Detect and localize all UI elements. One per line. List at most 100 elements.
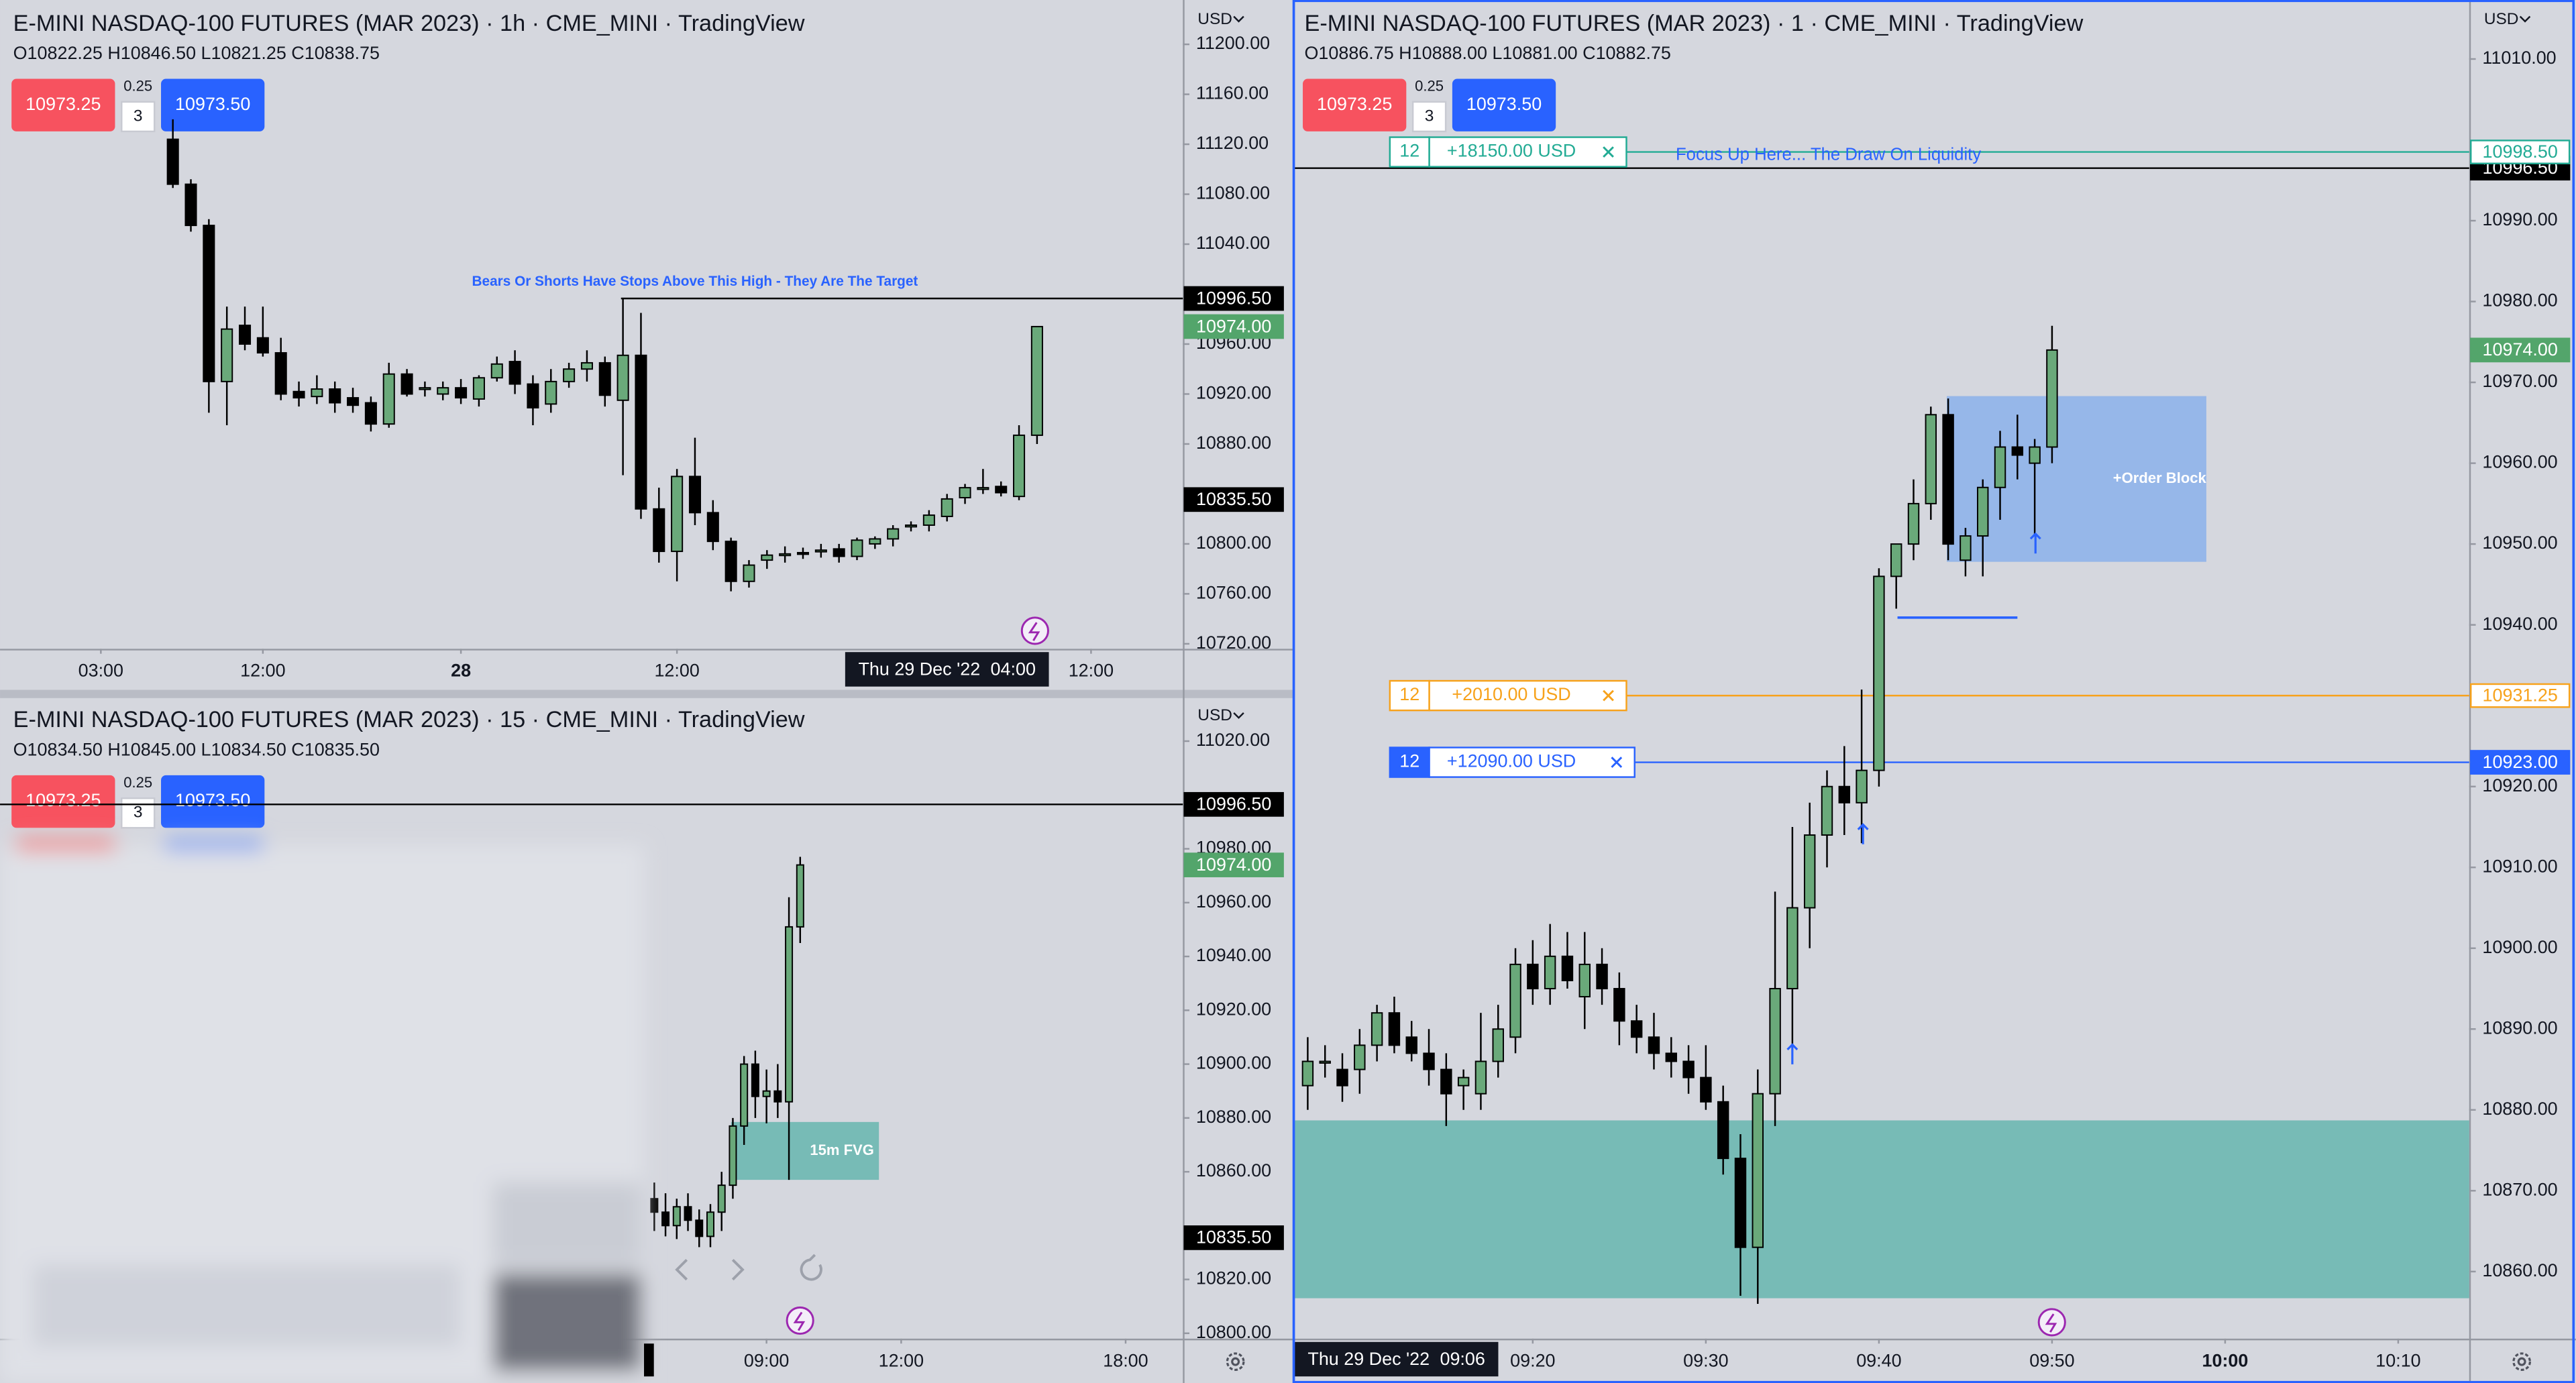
price-tag bbox=[1183, 791, 1284, 817]
event-icon[interactable] bbox=[2037, 1308, 2066, 1337]
y-tick-label: 11080.00 bbox=[1196, 183, 1270, 203]
x-tick-label: 09:50 bbox=[2029, 1350, 2074, 1370]
nav-buttons[interactable] bbox=[675, 1254, 822, 1281]
bid-price: 10973.25 bbox=[25, 790, 101, 810]
candle-body bbox=[653, 508, 665, 553]
y-tick-label: 10860.00 bbox=[2482, 1260, 2557, 1280]
quantity-box[interactable] bbox=[121, 101, 156, 133]
nav-back[interactable] bbox=[675, 1258, 688, 1281]
price-tag bbox=[2470, 140, 2571, 164]
sell-button[interactable] bbox=[11, 78, 115, 131]
candle-body bbox=[1474, 1060, 1487, 1095]
order-close[interactable] bbox=[1603, 146, 1614, 158]
candle-body bbox=[672, 1206, 681, 1227]
y-tick-label: 11010.00 bbox=[2482, 48, 2556, 68]
y-tick-label: 10820.00 bbox=[1196, 1268, 1271, 1288]
zone-label: 15m FVG bbox=[810, 1142, 874, 1158]
candle-body bbox=[508, 361, 521, 385]
crosshair-date: Thu 29 Dec '22 bbox=[1307, 1349, 1430, 1369]
candle-body bbox=[1578, 963, 1591, 998]
price-tag bbox=[1183, 1225, 1284, 1250]
ask-price: 10973.50 bbox=[175, 790, 250, 810]
price-tag-label: 10996.50 bbox=[1196, 288, 1271, 308]
candle-body bbox=[400, 373, 413, 395]
candle-body bbox=[762, 1090, 771, 1097]
x-tick-label: 10:10 bbox=[2375, 1350, 2420, 1370]
quantity-box[interactable] bbox=[121, 797, 156, 829]
level-note: Bears Or Shorts Have Stops Above This Hi… bbox=[472, 274, 918, 289]
candle-body bbox=[1388, 1012, 1401, 1046]
arrow bbox=[1857, 823, 1869, 844]
order-pnl: +18150.00 USD bbox=[1447, 141, 1576, 161]
blurred-region bbox=[0, 837, 645, 1383]
sell-button[interactable] bbox=[11, 775, 115, 828]
candle-body bbox=[751, 1063, 759, 1097]
order-quantity-box bbox=[1389, 746, 1430, 778]
candle-body bbox=[1405, 1036, 1417, 1054]
candle-body bbox=[329, 388, 341, 404]
settings[interactable] bbox=[2512, 1352, 2531, 1372]
event-glyph bbox=[793, 622, 2057, 1333]
settings-center bbox=[1231, 1357, 1240, 1366]
settings[interactable] bbox=[1226, 1352, 1245, 1372]
y-tick-label: 10720.00 bbox=[1196, 632, 1271, 653]
ask-price: 10973.50 bbox=[175, 94, 250, 114]
candle-body bbox=[1873, 575, 1885, 771]
order-quantity: 12 bbox=[1399, 751, 1419, 771]
order-close[interactable] bbox=[1603, 689, 1614, 702]
order-quantity: 12 bbox=[1399, 141, 1419, 161]
nav-forward[interactable] bbox=[731, 1258, 745, 1281]
candle-body bbox=[796, 551, 810, 555]
price-tag bbox=[1183, 314, 1284, 339]
candle-body bbox=[869, 538, 881, 545]
x-tick-label: 18:00 bbox=[1103, 1350, 1148, 1370]
buy-button[interactable] bbox=[161, 78, 265, 131]
candle-body bbox=[1423, 1052, 1435, 1070]
candle-body bbox=[922, 514, 935, 526]
buy-button[interactable] bbox=[1452, 78, 1556, 131]
candle-body bbox=[1960, 535, 1972, 561]
panel-separator bbox=[0, 689, 1293, 698]
y-tick-label: 10890.00 bbox=[2482, 1017, 2557, 1038]
candle-body bbox=[1613, 988, 1625, 1022]
active-panel-border bbox=[1292, 0, 2575, 1383]
order-close[interactable] bbox=[1611, 757, 1623, 768]
candle-body bbox=[959, 487, 971, 499]
y-tick-label: 10800.00 bbox=[1196, 1322, 1271, 1342]
candle-body bbox=[1648, 1036, 1660, 1054]
x-tick-label: 12:00 bbox=[654, 661, 699, 681]
candle-body bbox=[2029, 446, 2041, 464]
zone bbox=[1294, 1120, 2469, 1298]
candle-body bbox=[833, 548, 845, 557]
event-icons[interactable] bbox=[786, 616, 2066, 1337]
buy-button[interactable] bbox=[161, 775, 265, 828]
order-pnl-box[interactable] bbox=[1428, 136, 1627, 168]
nav-reset[interactable] bbox=[800, 1254, 822, 1281]
candle-body bbox=[671, 476, 684, 553]
candle-body bbox=[851, 539, 863, 557]
order-pnl-box[interactable] bbox=[1428, 746, 1635, 778]
candle-body bbox=[1371, 1012, 1383, 1046]
price-tag-label: 10974.00 bbox=[1196, 316, 1271, 336]
candle-body bbox=[1527, 963, 1539, 989]
sell-button[interactable] bbox=[1303, 78, 1407, 131]
y-tick-label: 10960.00 bbox=[2482, 452, 2557, 472]
quantity-box[interactable] bbox=[1411, 101, 1447, 133]
event-icon[interactable] bbox=[786, 1306, 814, 1335]
y-tick-label: 10880.00 bbox=[1196, 1107, 1271, 1127]
currency-caret bbox=[1233, 712, 1244, 719]
price-tag bbox=[2470, 750, 2571, 775]
x-tick-label: 12:00 bbox=[879, 1350, 924, 1370]
price-tag-label: 10974.00 bbox=[1196, 854, 1271, 875]
y-tick-label: 11160.00 bbox=[1196, 83, 1269, 103]
settings-icons[interactable] bbox=[1226, 1352, 2531, 1372]
y-tick-label: 10950.00 bbox=[2482, 533, 2557, 553]
y-tick-label: 10960.00 bbox=[1196, 891, 1271, 911]
x-tick-label: 09:40 bbox=[1856, 1350, 1901, 1370]
event-icon[interactable] bbox=[1020, 616, 1049, 645]
order-pnl-box[interactable] bbox=[1428, 679, 1627, 712]
price-tag bbox=[1183, 852, 1284, 877]
candle-body bbox=[311, 388, 323, 398]
price-tag-label: 10835.50 bbox=[1196, 489, 1271, 509]
currency: USD bbox=[2484, 10, 2519, 28]
